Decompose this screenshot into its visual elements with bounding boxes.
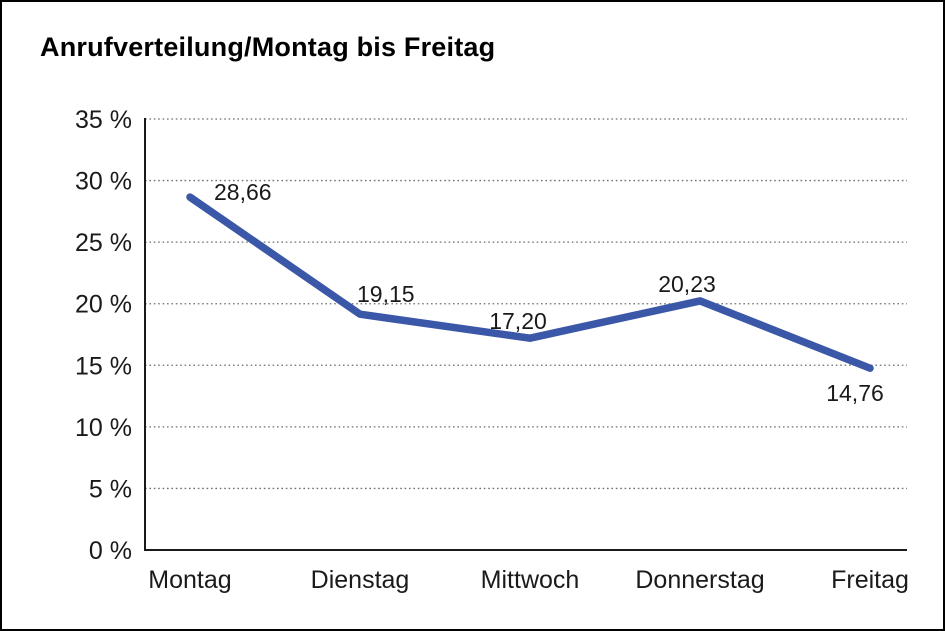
data-line [186, 193, 874, 372]
x-category-label: Mittwoch [481, 566, 580, 594]
x-category-label: Dienstag [311, 566, 410, 594]
value-label: 14,76 [826, 380, 884, 406]
value-label: 20,23 [658, 271, 716, 297]
chart-title: Anrufverteilung/Montag bis Freitag [40, 32, 496, 62]
x-category-label: Freitag [831, 566, 909, 594]
x-category-label: Donnerstag [635, 566, 764, 594]
y-tick-label: 25 % [75, 229, 132, 257]
y-tick-label: 0 % [89, 537, 132, 565]
y-tick-label: 35 % [75, 106, 132, 134]
y-tick-label: 20 % [75, 291, 132, 319]
x-category-label: Montag [148, 566, 231, 594]
value-label: 17,20 [489, 308, 547, 334]
y-tick-label: 10 % [75, 414, 132, 442]
y-tick-label: 5 % [89, 475, 132, 503]
y-tick-label: 15 % [75, 352, 132, 380]
y-tick-label: 30 % [75, 168, 132, 196]
value-label: 19,15 [357, 281, 415, 307]
value-label: 28,66 [214, 179, 272, 205]
